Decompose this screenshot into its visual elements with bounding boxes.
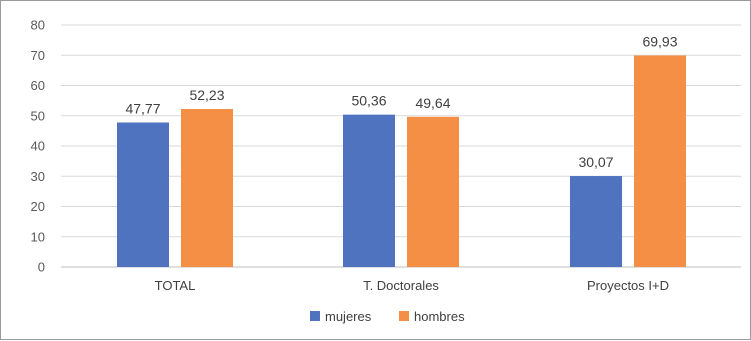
bar-mujeres-1 [343,114,395,267]
y-tick-label: 70 [31,48,45,63]
y-tick-label: 60 [31,78,45,93]
x-axis-categories: TOTAL T. Doctorales Proyectos I+D [155,278,669,293]
data-label-mujeres-0: 47,77 [125,100,160,116]
y-axis-ticks: 0 10 20 30 40 50 60 70 80 [31,18,45,275]
x-category-label: T. Doctorales [363,278,439,293]
bar-hombres-1 [407,116,459,268]
bars [117,55,686,268]
data-label-hombres-1: 49,64 [415,95,450,111]
legend-label-hombres: hombres [414,309,465,324]
data-labels: 47,77 52,23 50,36 49,64 30,07 69,93 [125,33,677,170]
gridlines [61,24,741,268]
bar-mujeres-0 [117,122,169,267]
bar-hombres-0 [181,109,233,268]
x-category-label: TOTAL [155,278,196,293]
y-tick-label: 0 [38,260,45,275]
data-label-hombres-0: 52,23 [189,87,224,103]
y-tick-label: 40 [31,139,45,154]
data-label-mujeres-2: 30,07 [578,154,613,170]
bar-mujeres-2 [570,176,622,267]
y-tick-label: 30 [31,169,45,184]
y-tick-label: 10 [31,229,45,244]
legend-swatch-mujeres [310,311,320,321]
legend-label-mujeres: mujeres [325,309,372,324]
bar-hombres-2 [634,55,686,268]
y-tick-label: 80 [31,18,45,33]
data-label-hombres-2: 69,93 [642,33,677,49]
legend-swatch-hombres [399,311,409,321]
y-tick-label: 20 [31,199,45,214]
y-tick-label: 50 [31,108,45,123]
data-label-mujeres-1: 50,36 [351,93,386,109]
legend: mujeres hombres [310,309,465,324]
x-category-label: Proyectos I+D [587,278,669,293]
